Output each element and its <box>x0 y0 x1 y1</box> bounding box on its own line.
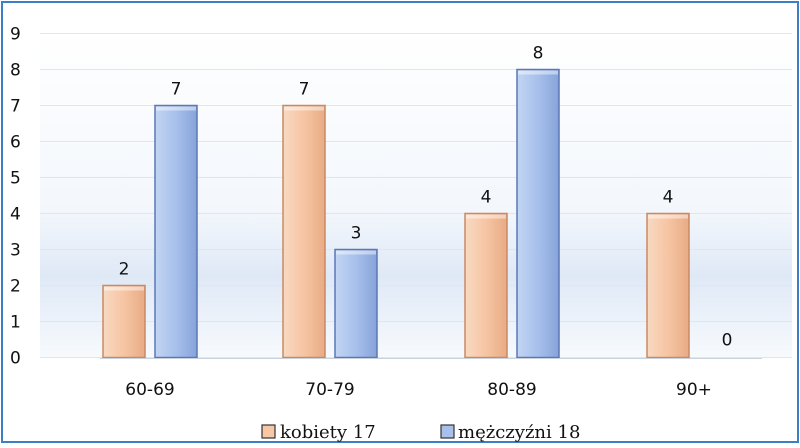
y-tick-label: 5 <box>10 169 21 189</box>
bar-bevel <box>284 106 324 111</box>
y-tick-label: 2 <box>10 277 21 297</box>
x-tick-label: 60-69 <box>125 380 174 400</box>
bar-mezczyzni-70-79 <box>334 248 378 359</box>
y-tick-label: 7 <box>10 97 21 117</box>
legend-swatch-kobiety <box>261 424 276 439</box>
bar-mezczyzni-80-89 <box>516 68 560 359</box>
x-tick-label: 90+ <box>676 380 712 400</box>
y-tick-label: 0 <box>10 349 21 369</box>
y-tick-label: 6 <box>10 133 21 153</box>
data-label: 3 <box>351 224 362 244</box>
data-label: 7 <box>171 80 182 100</box>
bar-kobiety-60-69 <box>102 284 146 359</box>
bar-bevel <box>336 250 376 255</box>
y-tick-label: 9 <box>10 25 21 45</box>
data-label: 7 <box>299 80 310 100</box>
data-label: 0 <box>722 331 733 351</box>
bar-kobiety-80-89 <box>464 212 508 359</box>
bar-bevel <box>648 214 688 219</box>
bar-bevel <box>466 214 506 219</box>
bar-kobiety-90+ <box>646 212 690 359</box>
legend-swatch-mezczyzni <box>440 424 455 439</box>
bar-bevel <box>518 70 558 75</box>
data-label: 8 <box>533 44 544 64</box>
y-tick-label: 3 <box>10 241 21 261</box>
bar-bevel <box>156 106 196 111</box>
bar-mezczyzni-60-69 <box>154 104 198 359</box>
y-axis: 0 1 2 3 4 5 6 7 8 9 <box>10 25 21 369</box>
y-tick-label: 1 <box>10 313 21 333</box>
data-label: 4 <box>481 188 492 208</box>
data-label: 2 <box>119 260 130 280</box>
x-tick-label: 80-89 <box>487 380 536 400</box>
data-label: 4 <box>663 188 674 208</box>
y-tick-label: 4 <box>10 205 21 225</box>
bar-bevel <box>104 286 144 291</box>
legend: kobiety 17 mężczyźni 18 <box>261 422 580 443</box>
value-labels: 2 7 4 4 7 3 8 0 <box>119 44 733 351</box>
legend-label-mezczyzni: mężczyźni 18 <box>458 422 580 443</box>
bar-kobiety-70-79 <box>282 104 326 359</box>
legend-label-kobiety: kobiety 17 <box>280 422 376 443</box>
bars <box>102 68 690 359</box>
x-tick-label: 70-79 <box>305 380 354 400</box>
x-axis: 60-69 70-79 80-89 90+ <box>100 358 762 400</box>
y-tick-label: 8 <box>10 61 21 81</box>
